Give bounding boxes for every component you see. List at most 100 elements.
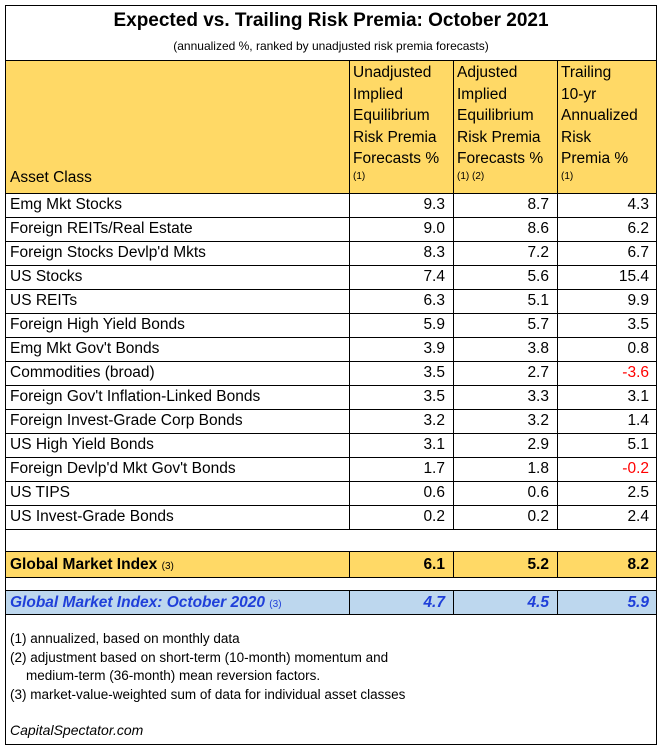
gmi-2020-unadjusted: 4.7 (423, 594, 445, 611)
table-row: US TIPS 0.6 0.6 2.5 (6, 482, 656, 506)
risk-premia-table: Expected vs. Trailing Risk Premia: Octob… (5, 5, 657, 745)
table-row: US High Yield Bonds 3.1 2.9 5.1 (6, 434, 656, 458)
asset-class-name: Foreign High Yield Bonds (10, 316, 185, 333)
asset-class-name: Emg Mkt Gov't Bonds (10, 340, 160, 357)
header-unadjusted: Unadjusted Implied Equilibrium Risk Prem… (349, 60, 453, 194)
unadjusted-value: 8.3 (423, 244, 445, 261)
header-asset-class: Asset Class (10, 169, 92, 186)
adjusted-value: 5.7 (527, 316, 549, 333)
trailing-value: 5.1 (627, 436, 649, 453)
adjusted-value: 0.6 (527, 484, 549, 501)
asset-class-name: Foreign REITs/Real Estate (10, 220, 193, 237)
header-adjusted-line: Equilibrium (457, 107, 534, 125)
header-trailing: Trailing 10-yr Annualized Risk Premia % … (557, 60, 656, 194)
footnote-2: (2) adjustment based on short-term (10-m… (10, 650, 389, 665)
header-adjusted-line: Risk Premia (457, 128, 541, 146)
footnote-3: (3) market-value-weighted sum of data fo… (10, 687, 406, 702)
asset-class-name: US Invest-Grade Bonds (10, 508, 174, 525)
header-adjusted-line: Implied (457, 85, 507, 103)
header-adjusted: Adjusted Implied Equilibrium Risk Premia… (453, 60, 557, 194)
header-trailing-line: Annualized (561, 107, 638, 125)
adjusted-value: 8.6 (527, 220, 549, 237)
asset-class-name: Emg Mkt Stocks (10, 196, 122, 213)
table-row: Foreign Stocks Devlp'd Mkts 8.3 7.2 6.7 (6, 242, 656, 266)
gmi-2020-trailing: 5.9 (627, 594, 649, 611)
asset-class-name: Foreign Invest-Grade Corp Bonds (10, 412, 243, 429)
unadjusted-value: 0.2 (423, 508, 445, 525)
table-title: Expected vs. Trailing Risk Premia: Octob… (113, 10, 549, 31)
header-trailing-line: Trailing (561, 64, 612, 81)
asset-class-name: US TIPS (10, 484, 71, 501)
adjusted-value: 5.1 (527, 292, 549, 309)
table-row: Foreign High Yield Bonds 5.9 5.7 3.5 (6, 314, 656, 338)
gmi-2020-adjusted: 4.5 (527, 594, 549, 611)
gmi-row: Global Market Index (3) 6.1 5.2 8.2 (6, 551, 656, 578)
unadjusted-value: 3.1 (423, 436, 445, 453)
table-row: Commodities (broad) 3.5 2.7 -3.6 (6, 362, 656, 386)
table-row: Foreign REITs/Real Estate 9.0 8.6 6.2 (6, 218, 656, 242)
header-trailing-line: Risk (561, 128, 592, 146)
adjusted-value: 7.2 (527, 244, 549, 261)
asset-class-name: Foreign Devlp'd Mkt Gov't Bonds (10, 460, 236, 477)
table-row: Foreign Invest-Grade Corp Bonds 3.2 3.2 1.4 (6, 410, 656, 434)
header-adjusted-line: Adjusted (457, 64, 518, 81)
table-row: US Stocks 7.4 5.6 15.4 (6, 266, 656, 290)
header-band (6, 60, 656, 194)
asset-class-name: US High Yield Bonds (10, 436, 154, 453)
adjusted-value: 3.3 (527, 388, 549, 405)
trailing-value: 3.5 (627, 316, 649, 333)
table-row: Emg Mkt Stocks 9.3 8.7 4.3 (6, 194, 656, 218)
adjusted-value: 5.6 (527, 268, 549, 285)
asset-class-name: Foreign Gov't Inflation-Linked Bonds (10, 388, 261, 405)
footnote-2-cont: medium-term (36-month) mean reversion fa… (26, 668, 321, 683)
table-row: US REITs 6.3 5.1 9.9 (6, 290, 656, 314)
unadjusted-value: 6.3 (423, 292, 445, 309)
header-unadjusted-line: Risk Premia (353, 128, 437, 146)
gmi-trailing: 8.2 (627, 556, 649, 573)
column-divider (453, 551, 454, 578)
table-row: Emg Mkt Gov't Bonds 3.9 3.8 0.8 (6, 338, 656, 362)
header-trailing-line: 10-yr (561, 85, 597, 103)
column-divider (557, 590, 558, 615)
source-credit: CapitalSpectator.com (10, 722, 144, 738)
unadjusted-value: 9.0 (423, 220, 445, 237)
trailing-value: 2.4 (627, 508, 649, 525)
column-divider (557, 551, 558, 578)
trailing-value: 0.8 (627, 340, 649, 357)
header-unadjusted-line: Unadjusted (353, 64, 432, 81)
adjusted-value: 3.2 (527, 412, 549, 429)
table-row: US Invest-Grade Bonds 0.2 0.2 2.4 (6, 506, 656, 530)
trailing-value: 15.4 (618, 268, 649, 285)
unadjusted-value: 3.9 (423, 340, 445, 357)
unadjusted-value: 5.9 (423, 316, 445, 333)
header-unadjusted-line: Forecasts % (353, 150, 440, 168)
gmi-2020-row: Global Market Index: October 2020 (3) 4.… (6, 590, 656, 615)
column-divider (349, 590, 350, 615)
asset-class-name: US Stocks (10, 268, 83, 285)
unadjusted-value: 0.6 (423, 484, 445, 501)
column-divider (453, 194, 454, 530)
header-adjusted-note: (1) (2) (457, 170, 485, 182)
adjusted-value: 0.2 (527, 508, 549, 525)
header-adjusted-line: Forecasts % (457, 150, 544, 168)
header-unadjusted-line: Implied (353, 85, 403, 103)
asset-class-name: Commodities (broad) (10, 364, 155, 381)
header-unadjusted-note: (1) (353, 170, 366, 182)
trailing-value: 9.9 (627, 292, 649, 309)
trailing-value: 3.1 (627, 388, 649, 405)
adjusted-value: 1.8 (527, 460, 549, 477)
trailing-value: 6.2 (627, 220, 649, 237)
adjusted-value: 2.9 (527, 436, 549, 453)
asset-class-name: US REITs (10, 292, 78, 309)
trailing-value: 4.3 (627, 196, 649, 213)
column-divider (453, 590, 454, 615)
adjusted-value: 8.7 (527, 196, 549, 213)
adjusted-value: 3.8 (527, 340, 549, 357)
unadjusted-value: 9.3 (423, 196, 445, 213)
adjusted-value: 2.7 (527, 364, 549, 381)
unadjusted-value: 3.2 (423, 412, 445, 429)
unadjusted-value: 1.7 (423, 460, 445, 477)
gmi-2020-name: Global Market Index: October 2020 (3) (10, 594, 282, 611)
trailing-value: 1.4 (627, 412, 649, 429)
header-trailing-note: (1) (561, 170, 574, 182)
